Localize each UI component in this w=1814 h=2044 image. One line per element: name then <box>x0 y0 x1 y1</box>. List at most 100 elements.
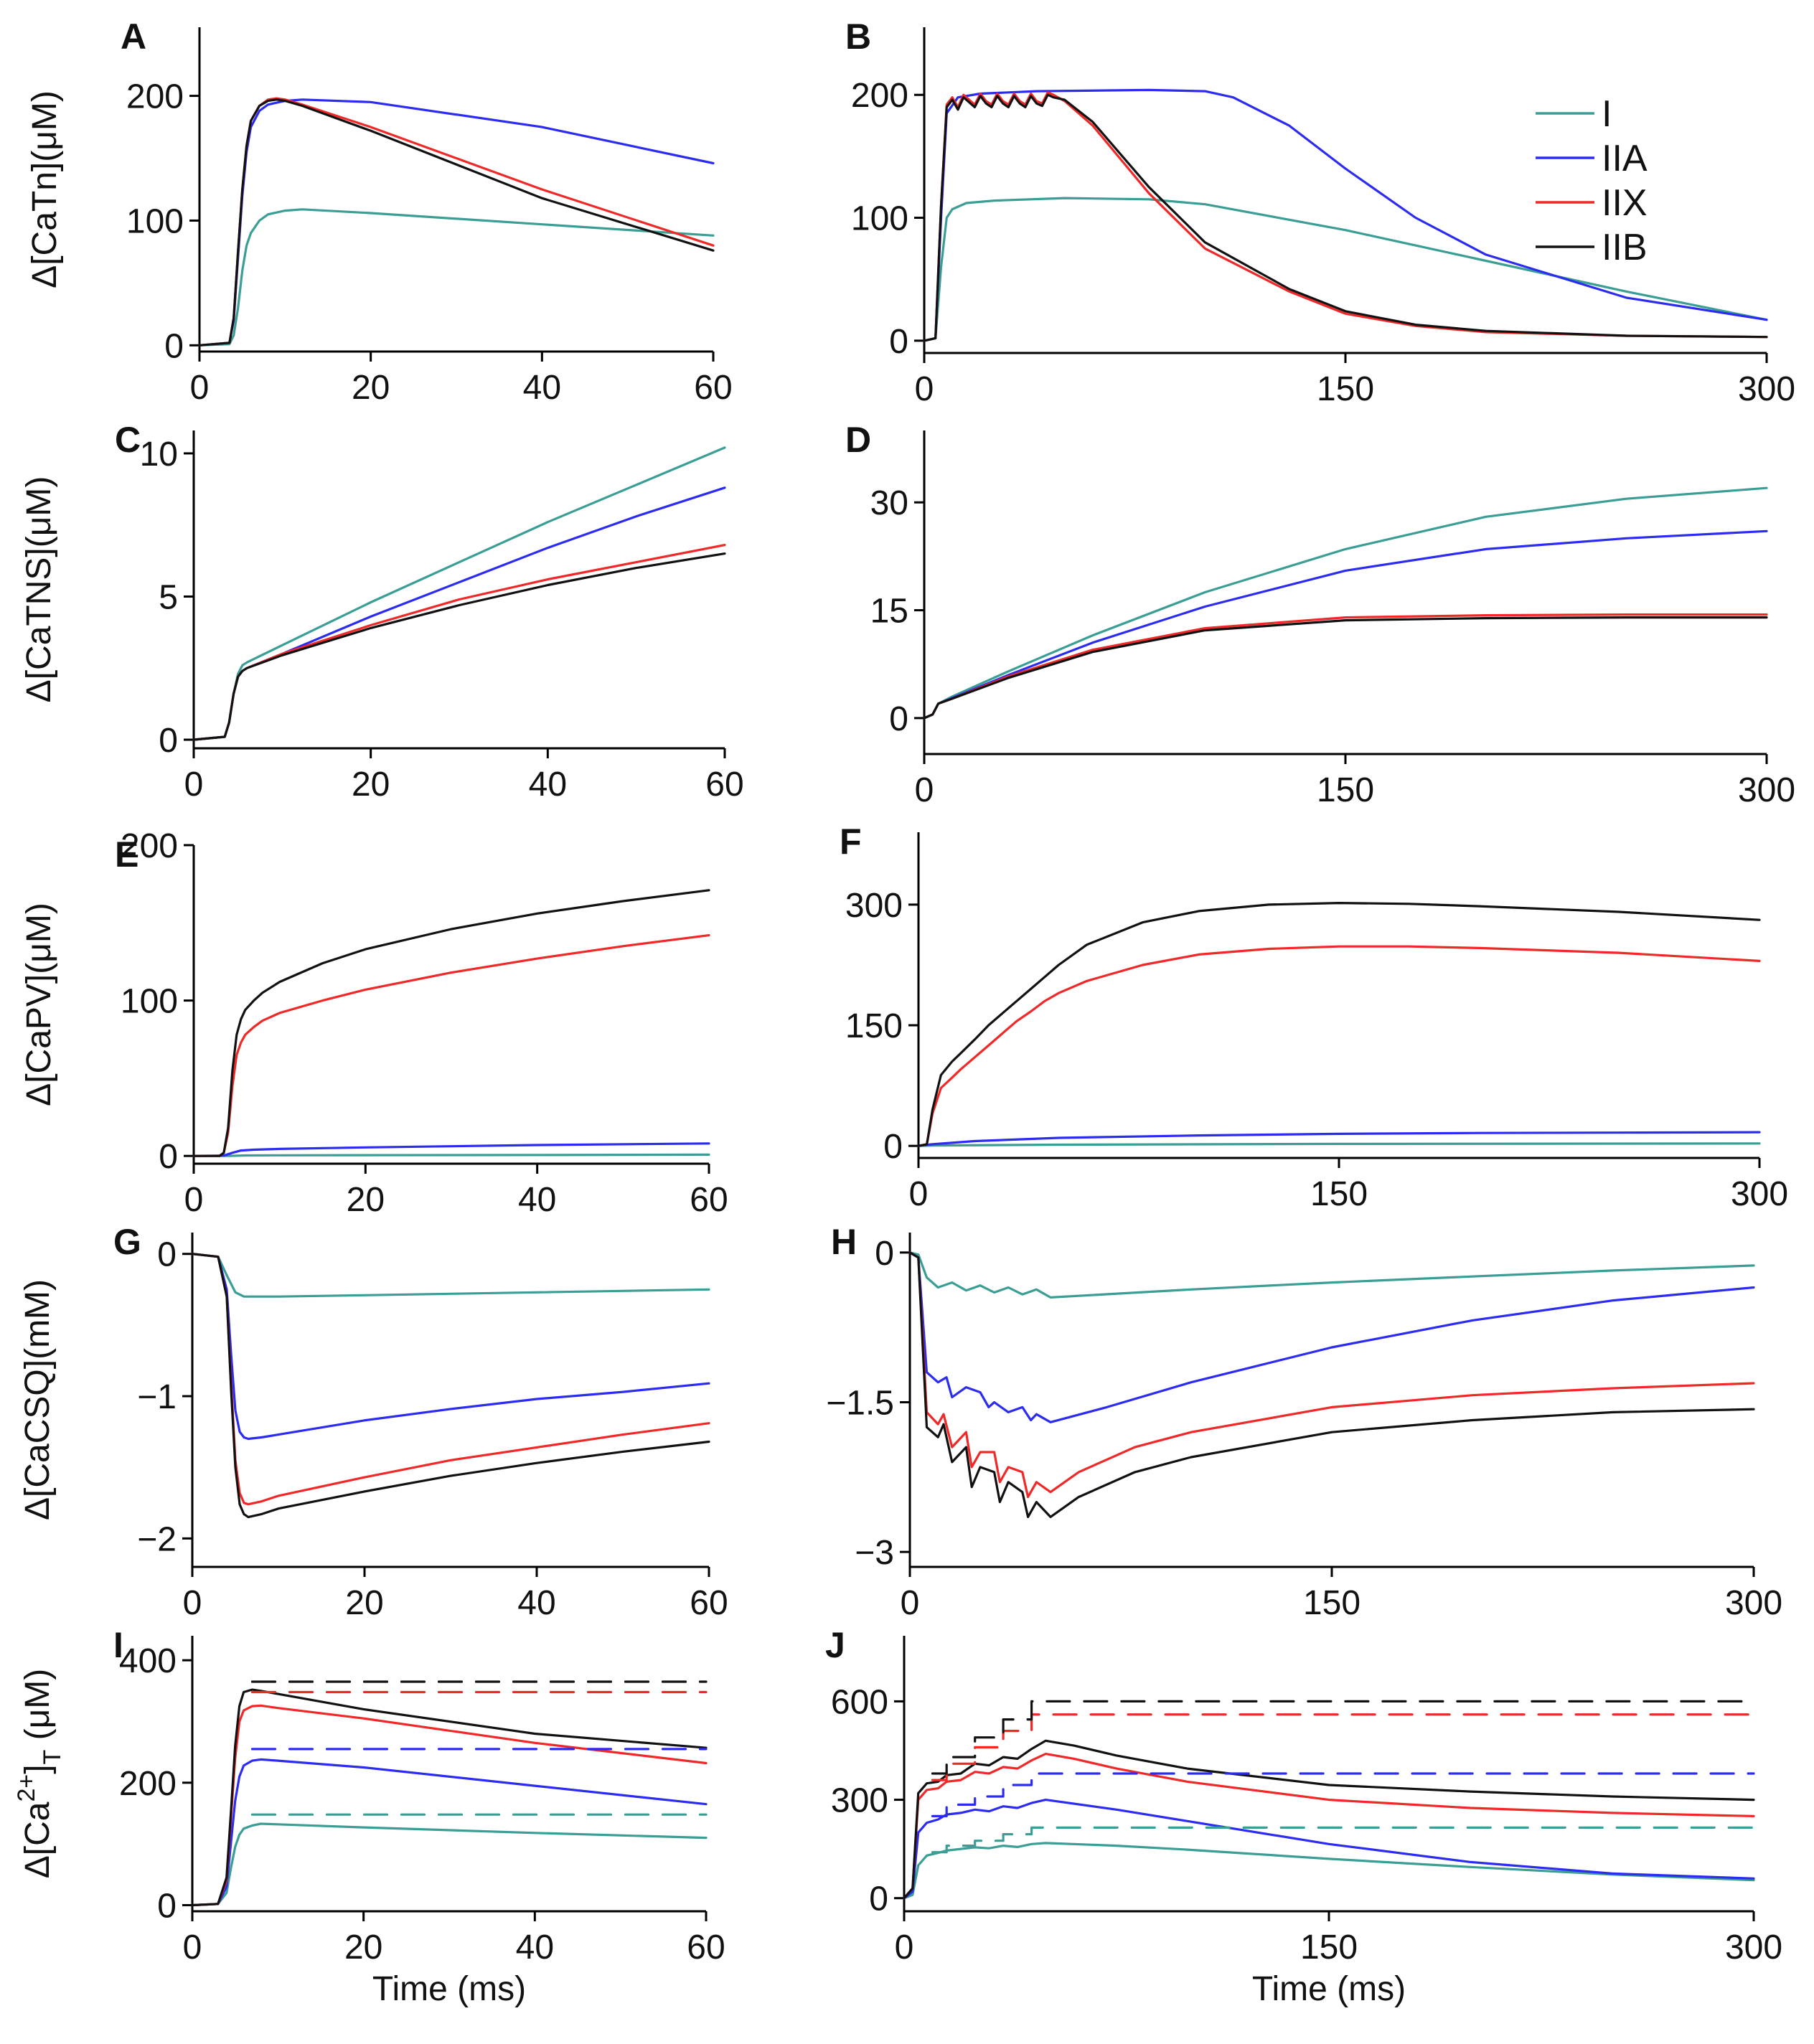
panel-A: 0 20 40 60 0 100 200 A Δ[CaTn](μM) <box>26 17 733 407</box>
y-tick-label: 0 <box>889 323 908 361</box>
y-tick-label: 0 <box>159 722 178 760</box>
x-tick-label: 150 <box>1317 370 1374 408</box>
x-tick-label: 40 <box>529 766 567 804</box>
x-tick-label: 0 <box>183 1584 202 1622</box>
series-iib <box>903 1739 1755 1900</box>
series-i <box>923 197 1768 342</box>
y-tick-label: 600 <box>831 1683 888 1721</box>
y-axis-title: Δ[CaTn](μM) <box>26 90 64 288</box>
x-axis-title: Time (ms) <box>1252 1970 1406 2008</box>
y-tick-label: 0 <box>159 1138 178 1176</box>
series-iia <box>192 486 726 741</box>
y-tick-label: 200 <box>121 827 178 865</box>
panel-letter: G <box>113 1222 141 1262</box>
panel-letter: J <box>825 1625 845 1665</box>
y-tick-label: 0 <box>875 1235 894 1273</box>
x-tick-label: 20 <box>344 1928 382 1967</box>
y-tick-label: 100 <box>126 202 184 240</box>
y-tick-label: 15 <box>870 593 908 631</box>
series-iix <box>198 97 715 347</box>
series-i <box>917 1142 1761 1147</box>
legend-label: IIA <box>1602 138 1648 179</box>
x-tick-label: 300 <box>1725 1584 1782 1622</box>
series-iib <box>192 552 726 741</box>
panel-letter: E <box>115 834 138 875</box>
y-tick-label: −2 <box>137 1520 177 1558</box>
y-tick-label: 0 <box>883 1128 903 1166</box>
series-iix <box>917 945 1761 1147</box>
x-tick-label: 0 <box>909 1175 929 1213</box>
x-tick-label: 40 <box>516 1928 554 1967</box>
y-tick-label: 400 <box>119 1642 177 1680</box>
panel-B: 0 150 300 0 100 200 B <box>845 17 1795 408</box>
series-iib <box>192 889 710 1157</box>
y-tick-label: −3 <box>855 1534 894 1572</box>
y-tick-label: 0 <box>164 327 184 365</box>
y-tick-label: 200 <box>119 1765 177 1803</box>
x-tick-label: 40 <box>517 1584 555 1622</box>
x-tick-label: 300 <box>1731 1175 1788 1213</box>
y-tick-label: 0 <box>157 1887 177 1925</box>
series-i <box>923 486 1768 720</box>
series-i <box>191 1822 708 1907</box>
x-tick-label: 0 <box>895 1928 914 1967</box>
y-axis-title: Δ[CaCSQ](mM) <box>19 1279 57 1520</box>
panel-letter: H <box>831 1222 857 1262</box>
y-tick-label: 200 <box>126 78 184 116</box>
y-tick-label: 10 <box>140 435 178 474</box>
series-iib <box>923 616 1768 720</box>
series-iia <box>192 1142 710 1157</box>
panel-letter: I <box>113 1625 123 1665</box>
series-iib <box>923 93 1768 342</box>
series-iix <box>191 1704 708 1907</box>
x-tick-label: 300 <box>1725 1928 1782 1967</box>
x-tick-label: 40 <box>518 1181 556 1219</box>
x-tick-label: 20 <box>345 1584 383 1622</box>
series-iia <box>908 1251 1755 1423</box>
x-tick-label: 150 <box>1300 1928 1358 1967</box>
x-tick-label: 40 <box>523 369 561 407</box>
y-axis-title: Δ[CaPV](μM) <box>20 903 58 1106</box>
panel-letter: C <box>115 420 141 460</box>
series-iib <box>917 901 1761 1147</box>
panel-letter: A <box>121 17 146 57</box>
x-tick-label: 20 <box>352 369 390 407</box>
x-tick-label: 0 <box>184 766 204 804</box>
series-iix <box>192 933 710 1157</box>
y-tick-label: 150 <box>845 1007 903 1045</box>
series-iix-total <box>931 1713 1755 1781</box>
series-i <box>908 1251 1755 1299</box>
y-tick-label: 300 <box>845 887 903 925</box>
series-iix <box>192 543 726 741</box>
x-tick-label: 150 <box>1310 1175 1368 1213</box>
x-tick-label: 60 <box>690 1181 728 1219</box>
series-iix <box>923 613 1768 720</box>
x-tick-label: 150 <box>1303 1584 1360 1622</box>
panel-C: 0 20 40 60 0 5 10C Δ[CaTNS](μM) <box>20 420 744 804</box>
series-i <box>903 1842 1755 1900</box>
x-tick-label: 20 <box>352 766 390 804</box>
x-tick-label: 0 <box>901 1584 920 1622</box>
series-i <box>192 1153 710 1157</box>
legend-label: I <box>1602 93 1612 135</box>
y-tick-label: 100 <box>121 983 178 1021</box>
series-i-total <box>931 1826 1755 1854</box>
series-iia <box>903 1799 1755 1900</box>
series-iia <box>191 1758 708 1907</box>
panel-H: 0 150 300 0 −1.5 −3 H <box>826 1222 1782 1622</box>
y-tick-label: 30 <box>870 484 908 522</box>
x-tick-label: 150 <box>1317 771 1374 809</box>
x-tick-label: 60 <box>705 766 743 804</box>
x-tick-label: 0 <box>915 771 934 809</box>
panel-G: 0 20 40 60 0 −1 −2 G Δ[CaCSQ](mM) <box>19 1222 728 1622</box>
series-iia <box>923 529 1768 720</box>
panel-J: 0 150 300 0 300 600 J Time (ms) <box>825 1625 1782 2008</box>
y-tick-label: 100 <box>851 200 908 238</box>
y-tick-label: −1 <box>137 1378 177 1416</box>
series-iib <box>191 1688 708 1907</box>
x-tick-label: 0 <box>183 1928 202 1967</box>
